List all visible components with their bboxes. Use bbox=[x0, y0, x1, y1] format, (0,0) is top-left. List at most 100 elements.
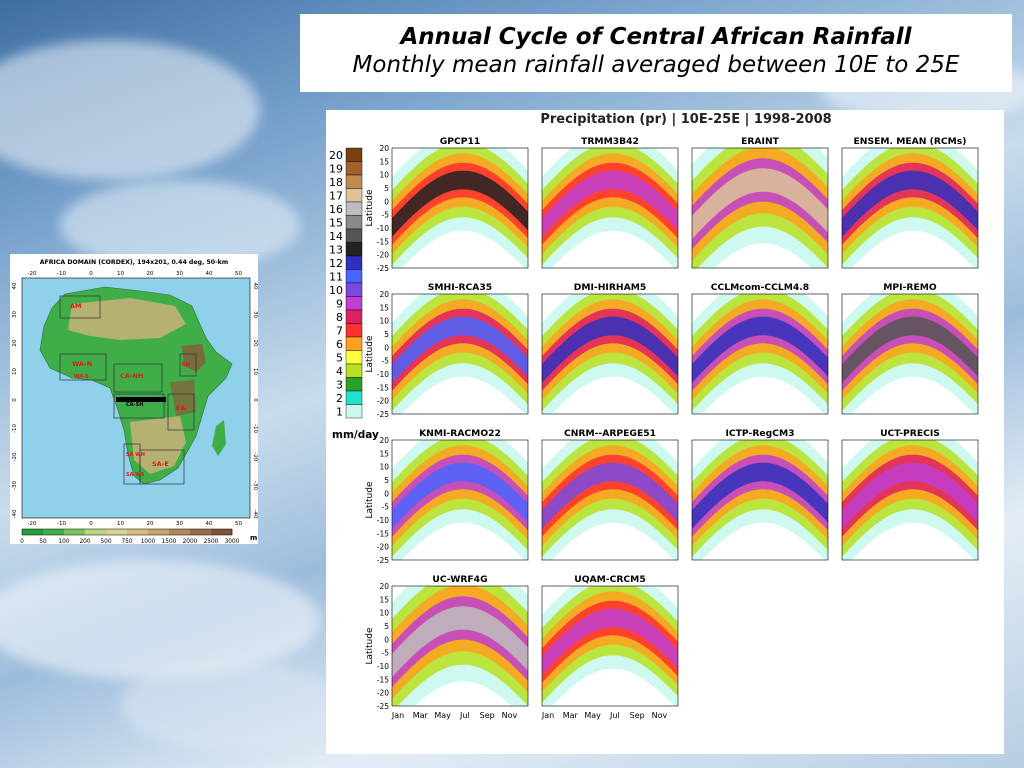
elevation-tick: 1000 bbox=[141, 539, 156, 544]
map-lon-tick: 20 bbox=[147, 271, 154, 277]
x-tick-label: Jul bbox=[459, 711, 470, 720]
x-tick-label: Jan bbox=[541, 711, 554, 720]
y-tick-label: -10 bbox=[377, 516, 389, 525]
panel-title: UCT-PRECIS bbox=[880, 428, 940, 439]
rain-band bbox=[542, 148, 678, 268]
precip-panel: MPI-REMO bbox=[841, 282, 979, 415]
y-tick-label: 15 bbox=[379, 449, 389, 458]
map-lat-tick: 10 bbox=[12, 368, 18, 375]
colorbar-level: 11 bbox=[329, 271, 343, 284]
y-tick-label: 10 bbox=[379, 463, 389, 472]
colorbar-level: 12 bbox=[329, 257, 343, 270]
y-tick-label: -25 bbox=[377, 702, 389, 711]
x-tick-label: Mar bbox=[413, 711, 429, 720]
rain-band bbox=[542, 440, 678, 560]
elevation-swatch bbox=[43, 529, 65, 535]
colorbar-level: 16 bbox=[329, 203, 343, 216]
y-tick-label: -15 bbox=[377, 675, 389, 684]
region-box-ca-sh bbox=[113, 393, 165, 419]
southern-plateau bbox=[130, 416, 186, 474]
rain-contour bbox=[842, 316, 978, 383]
elevation-colorbar bbox=[21, 528, 233, 536]
y-tick-label: -15 bbox=[377, 237, 389, 246]
elevation-bar-frame bbox=[21, 528, 233, 536]
precip-panel: UCT-PRECIS bbox=[841, 428, 979, 561]
elevation-swatch bbox=[190, 529, 212, 535]
colorbar-level: 3 bbox=[336, 379, 343, 392]
y-tick-label: 10 bbox=[379, 317, 389, 326]
rain-band bbox=[842, 294, 978, 414]
region-label: CA-SH bbox=[126, 402, 143, 408]
y-tick-label: 0 bbox=[384, 489, 389, 498]
panel-frame bbox=[541, 439, 679, 561]
map-lat-tick: 10 bbox=[252, 368, 258, 375]
elevation-tick: 500 bbox=[100, 539, 111, 544]
colorbar-level: 15 bbox=[329, 217, 343, 230]
map-lat-tick: 0 bbox=[252, 398, 258, 402]
panel-title: UQAM-CRCM5 bbox=[574, 574, 645, 585]
y-tick-label: 0 bbox=[384, 343, 389, 352]
rain-contour bbox=[392, 462, 528, 529]
colorbar-level: 6 bbox=[336, 338, 343, 351]
map-lon-tick: 30 bbox=[176, 271, 183, 277]
colorbar-level: 18 bbox=[329, 176, 343, 189]
precip-panel: SMHI-RCA35 20 15 10 5 0 -5 -10 -15 -20 -25 Latitude bbox=[365, 282, 529, 419]
x-tick-label: May bbox=[434, 711, 451, 720]
rain-contour bbox=[392, 606, 528, 678]
rain-contour bbox=[692, 168, 828, 240]
rain-contour bbox=[542, 170, 678, 237]
y-tick-label: -5 bbox=[382, 357, 390, 366]
colorbar-level: 17 bbox=[329, 190, 343, 203]
map-lat-tick: 40 bbox=[12, 282, 18, 289]
rain-contour bbox=[542, 462, 678, 529]
y-tick-label: 10 bbox=[379, 171, 389, 180]
rain-band bbox=[692, 148, 828, 268]
y-tick-label: -10 bbox=[377, 370, 389, 379]
y-tick-label: 5 bbox=[384, 622, 389, 631]
elevation-swatch bbox=[148, 529, 170, 535]
precip-panel: CNRM--ARPEGE51 bbox=[541, 428, 679, 561]
y-tick-label: 0 bbox=[384, 197, 389, 206]
rain-band bbox=[692, 294, 828, 414]
precip-panel: GPCP11 20 15 10 5 0 -5 -10 -15 -20 -25 Latitude bbox=[365, 136, 529, 273]
y-tick-label: 10 bbox=[379, 609, 389, 618]
map-lon-tick: 40 bbox=[206, 271, 213, 277]
region-label: WA-S bbox=[74, 374, 89, 380]
y-axis-label: Latitude bbox=[365, 189, 375, 227]
map-lat-tick: -10 bbox=[12, 424, 18, 433]
rain-band bbox=[692, 440, 828, 560]
panel-title: TRMM3B42 bbox=[581, 136, 639, 147]
elevation-unit: m bbox=[250, 534, 257, 542]
colorbar-swatch bbox=[345, 188, 363, 203]
rain-contour bbox=[542, 316, 678, 383]
panel-frame bbox=[841, 147, 979, 269]
y-tick-label: 5 bbox=[384, 184, 389, 193]
elevation-swatch bbox=[85, 529, 107, 535]
panel-title: ICTP-RegCM3 bbox=[726, 428, 795, 439]
map-lon-tick: 30 bbox=[176, 521, 183, 527]
colorbar-level: 9 bbox=[336, 298, 343, 311]
y-tick-label: 20 bbox=[379, 582, 389, 591]
precip-panel: DMI-HIRHAM5 bbox=[541, 282, 679, 415]
colorbar-swatch bbox=[345, 404, 363, 419]
rain-band bbox=[842, 440, 978, 560]
y-tick-label: -20 bbox=[377, 543, 389, 552]
map-lon-tick: 50 bbox=[235, 271, 242, 277]
precip-panel: ICTP-RegCM3 bbox=[691, 428, 829, 561]
precip-panel: UC-WRF4G 20 15 10 5 0 -5 -10 -15 -20 -25 Latitude Ja… bbox=[365, 574, 529, 720]
panel-title: MPI-REMO bbox=[883, 282, 937, 293]
precipitation-figure: Precipitation (pr) | 10E-25E | 1998-2008… bbox=[326, 110, 1004, 754]
elevation-swatch bbox=[211, 529, 233, 535]
colorbar-swatch bbox=[345, 174, 363, 189]
africa-domain-map: AFRICA DOMAIN (CORDEX), 194x201, 0.44 de… bbox=[10, 254, 258, 544]
colorbar-swatch bbox=[345, 350, 363, 365]
map-lat-tick: -40 bbox=[252, 510, 258, 519]
panel-frame bbox=[541, 585, 679, 707]
region-box-sa-e bbox=[139, 449, 185, 485]
y-tick-label: -25 bbox=[377, 556, 389, 565]
y-tick-label: 0 bbox=[384, 635, 389, 644]
elevation-tick: 50 bbox=[39, 539, 47, 544]
rain-contour bbox=[692, 316, 828, 383]
y-tick-label: 15 bbox=[379, 157, 389, 166]
